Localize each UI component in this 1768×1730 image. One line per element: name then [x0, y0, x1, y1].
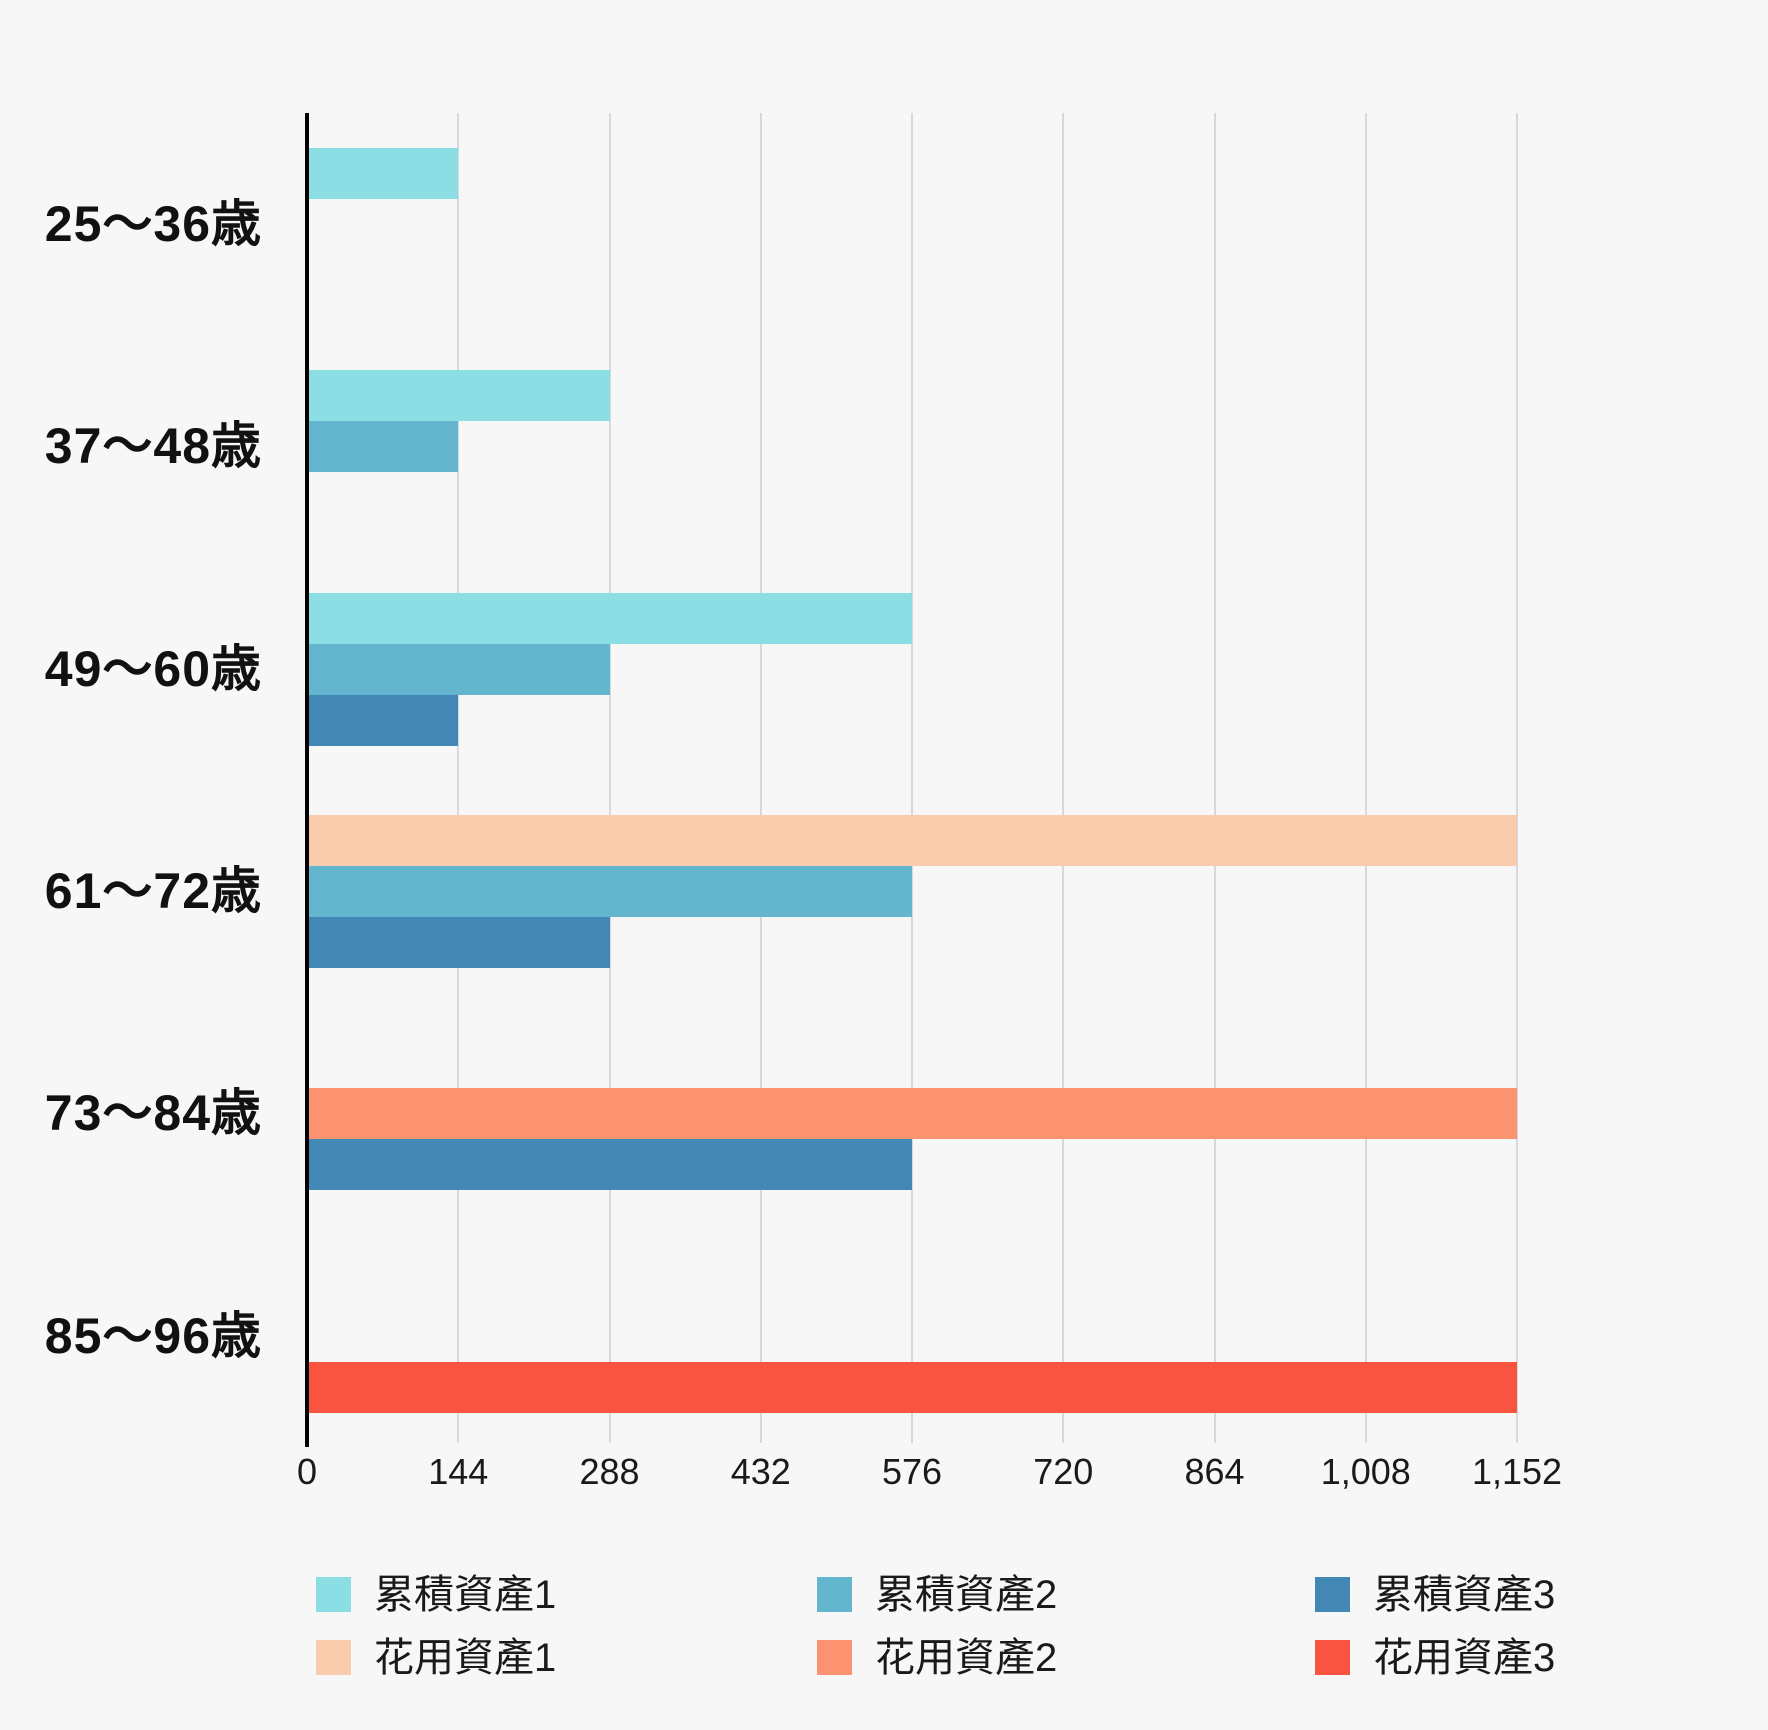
x-tick-label: 432	[730, 1451, 791, 1492]
x-tick-label: 720	[1033, 1451, 1094, 1492]
legend-label: 累積資產3	[1373, 1572, 1556, 1617]
gridline	[1516, 113, 1518, 1443]
x-tick-label: 1,152	[1471, 1451, 1563, 1492]
legend-label: 花用資產2	[875, 1635, 1058, 1680]
legend-swatch	[316, 1640, 351, 1675]
legend-item[interactable]: 累積資產1	[316, 1573, 556, 1617]
y-axis-line	[305, 113, 309, 1447]
y-axis-label: 25〜36歳	[44, 196, 262, 253]
gridline	[1364, 113, 1367, 1443]
x-tick-label: 1,008	[1320, 1451, 1411, 1492]
legend-swatch	[1315, 1640, 1350, 1675]
y-axis-label: 73〜84歳	[44, 1085, 262, 1142]
x-tick-label: 864	[1184, 1451, 1245, 1492]
bar	[307, 592, 912, 644]
legend-item[interactable]: 花用資產1	[316, 1636, 556, 1680]
bar	[307, 865, 912, 917]
bar	[307, 694, 458, 746]
legend-swatch	[817, 1640, 852, 1675]
gridline	[759, 113, 762, 1443]
bar	[307, 148, 458, 199]
x-tick-label: 144	[428, 1451, 489, 1492]
gridline	[1062, 113, 1065, 1443]
legend-label: 累積資產2	[875, 1572, 1058, 1617]
legend-swatch	[817, 1577, 852, 1612]
y-axis-label: 85〜96歳	[44, 1307, 262, 1364]
legend-item[interactable]: 累積資產2	[817, 1573, 1057, 1617]
bar	[307, 643, 610, 695]
y-axis-label: 37〜48歳	[44, 418, 262, 475]
x-tick-label: 0	[296, 1451, 318, 1492]
legend-label: 花用資產3	[1373, 1635, 1556, 1680]
x-tick-label: 576	[881, 1451, 943, 1492]
y-axis-label: 61〜72歳	[44, 863, 262, 920]
gridline	[911, 113, 913, 1443]
bar	[307, 1088, 1517, 1140]
legend-item[interactable]: 花用資產3	[1315, 1636, 1555, 1680]
bar	[307, 1139, 912, 1191]
bar	[307, 814, 1517, 866]
legend-item[interactable]: 累積資產3	[1315, 1573, 1555, 1617]
bar	[307, 370, 610, 422]
gridline	[1213, 113, 1216, 1443]
bar	[307, 421, 458, 473]
legend-item[interactable]: 花用資產2	[817, 1636, 1057, 1680]
gridline	[608, 113, 611, 1443]
gridline	[457, 113, 460, 1443]
legend-swatch	[1315, 1577, 1350, 1612]
y-axis-label: 49〜60歳	[44, 640, 262, 697]
legend-swatch	[316, 1577, 351, 1612]
bar	[307, 1361, 1517, 1413]
x-tick-label: 288	[579, 1451, 640, 1492]
legend-label: 花用資產1	[374, 1635, 557, 1680]
legend-label: 累積資產1	[374, 1572, 557, 1617]
bar	[307, 916, 610, 968]
